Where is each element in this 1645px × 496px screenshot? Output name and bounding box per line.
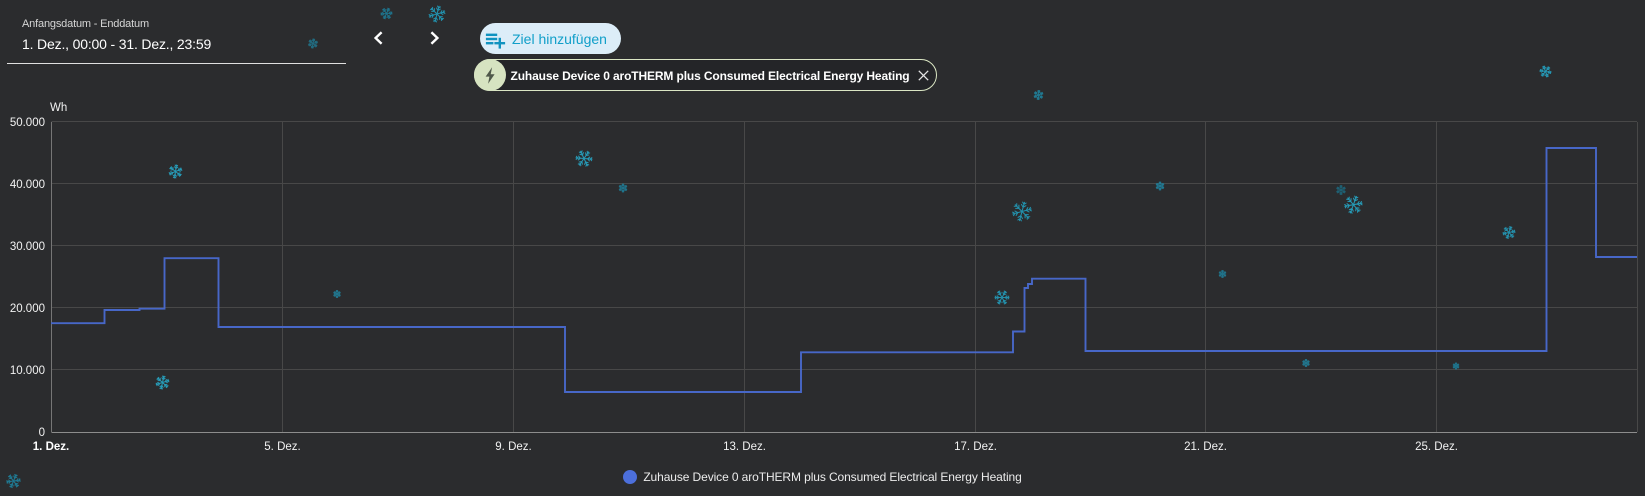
svg-text:20.000: 20.000	[10, 303, 45, 315]
svg-text:9. Dez.: 9. Dez.	[495, 441, 531, 453]
svg-text:30.000: 30.000	[10, 241, 45, 253]
svg-text:50.000: 50.000	[10, 117, 45, 129]
svg-text:17. Dez.: 17. Dez.	[954, 441, 997, 453]
svg-text:0: 0	[39, 427, 45, 439]
svg-text:1. Dez.: 1. Dez.	[33, 441, 69, 453]
svg-text:21. Dez.: 21. Dez.	[1184, 441, 1227, 453]
svg-text:40.000: 40.000	[10, 179, 45, 191]
svg-text:25. Dez.: 25. Dez.	[1415, 441, 1458, 453]
svg-text:Wh: Wh	[50, 102, 67, 114]
svg-text:13. Dez.: 13. Dez.	[723, 441, 766, 453]
svg-text:10.000: 10.000	[10, 365, 45, 377]
svg-text:5. Dez.: 5. Dez.	[264, 441, 300, 453]
